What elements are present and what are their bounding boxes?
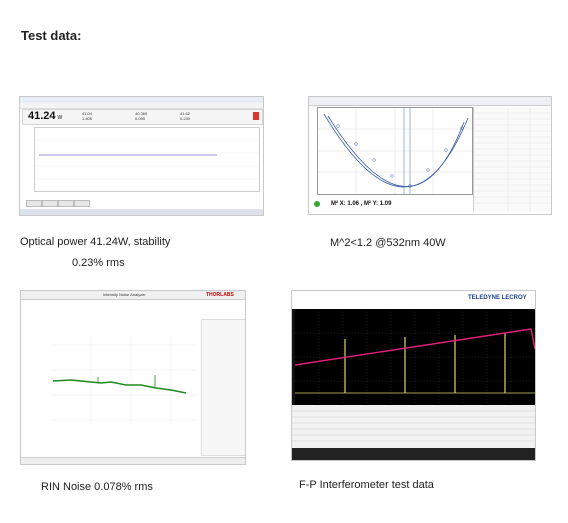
taskbar	[20, 209, 263, 215]
stat-value: 40.369	[135, 111, 148, 116]
tab[interactable]	[26, 200, 42, 207]
app-title: Intensity Noise Analyzer	[103, 292, 146, 297]
rin-chart	[31, 325, 196, 435]
caption-m2: M^2<1.2 @532nm 40W	[330, 237, 446, 249]
stop-icon[interactable]	[253, 112, 259, 120]
status-icon	[314, 201, 320, 207]
power-readout: 41.24 W	[28, 110, 63, 122]
fp-screenshot: TELEDYNE LECROY	[291, 290, 536, 461]
results-table	[473, 107, 551, 212]
m2-result: M² X: 1.06 , M² Y: 1.09	[331, 201, 392, 207]
window-titlebar	[20, 97, 263, 103]
caption-rin: RIN Noise 0.078% rms	[41, 481, 153, 493]
power-meter-screenshot: 41.24 W 41.04 1.405 40.369 0.095 41.62 0.…	[19, 96, 264, 216]
rin-trace	[52, 379, 187, 394]
caption-power-line2: 0.23% rms	[72, 257, 125, 269]
results-table-lines	[474, 107, 551, 212]
brand-logo: TELEDYNE LECROY	[468, 295, 527, 301]
rin-screenshot: Intensity Noise Analyzer THORLABS	[20, 290, 246, 465]
m2-curve-x	[323, 113, 469, 188]
window-menubar	[20, 103, 263, 109]
toolbar	[309, 97, 551, 106]
stat-value: 0.230	[180, 116, 191, 121]
channel-bar	[292, 448, 535, 460]
brand-logo: THORLABS	[206, 292, 234, 298]
stat-value: 1.405	[82, 116, 93, 121]
fp-ramp	[294, 328, 532, 366]
caption-power-line1: Optical power 41.24W, stability	[20, 236, 171, 248]
caption-fp: F-P Interferometer test data	[299, 479, 434, 491]
m2-curve-svg	[318, 108, 472, 194]
power-chart	[34, 127, 260, 192]
stat-value: 0.095	[135, 116, 146, 121]
stat-value: 41.62	[180, 111, 191, 116]
oscilloscope-display	[294, 309, 535, 405]
measurement-table-lines	[292, 410, 535, 442]
rin-trace-svg	[51, 335, 196, 425]
tab[interactable]	[74, 200, 90, 207]
page-title: Test data:	[21, 28, 82, 43]
power-trace-svg	[35, 139, 259, 180]
stat-value: 41.04	[82, 111, 93, 116]
readout-panel	[22, 109, 263, 125]
m2-screenshot: M² X: 1.06 , M² Y: 1.09	[308, 96, 552, 215]
window-titlebar	[21, 291, 245, 300]
measurement-table	[292, 405, 535, 448]
tab[interactable]	[58, 200, 74, 207]
fp-trace-svg	[294, 309, 535, 405]
tab[interactable]	[42, 200, 58, 207]
status-bar	[21, 457, 245, 464]
settings-panel[interactable]	[201, 319, 245, 456]
m2-caustic-plot	[317, 107, 473, 195]
scope-header	[292, 291, 535, 309]
m2-curve-y	[327, 115, 465, 187]
fp-peaks	[344, 333, 506, 393]
